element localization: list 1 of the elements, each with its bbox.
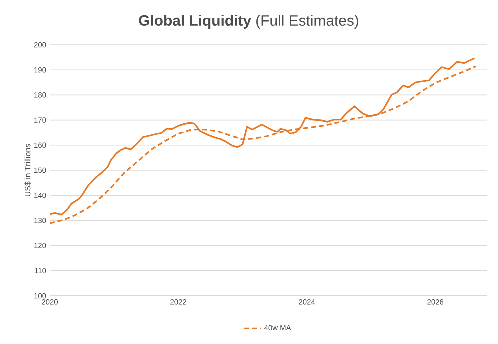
chart-title: Global Liquidity (Full Estimates) — [139, 15, 358, 29]
